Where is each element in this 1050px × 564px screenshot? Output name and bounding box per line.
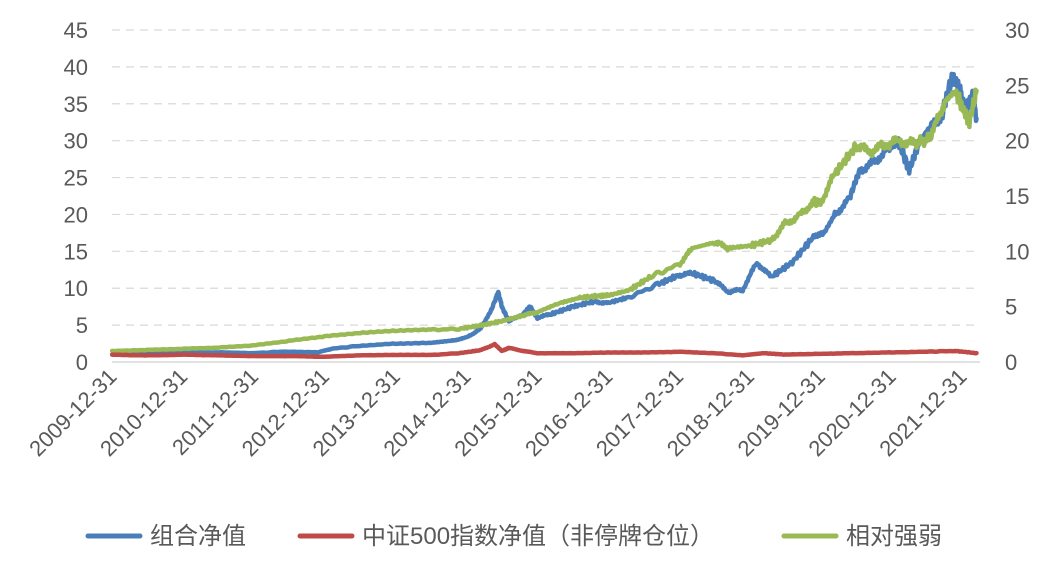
y-left-tick-label: 40: [64, 55, 88, 80]
series-line: [109, 87, 979, 354]
y-left-tick-label: 20: [64, 202, 88, 227]
y-right-tick-label: 15: [1005, 184, 1029, 209]
legend-label: 相对强弱: [846, 523, 942, 550]
axes: 0510152025303540450510152025302009-12-31…: [24, 18, 1029, 461]
legend-label: 中证500指数净值（非停牌仓位）: [362, 523, 714, 550]
legend-item: 相对强弱: [781, 523, 942, 550]
y-right-tick-label: 5: [1005, 295, 1017, 320]
series-line: [109, 71, 979, 357]
y-right-tick-label: 0: [1005, 350, 1017, 375]
legend: 组合净值 中证500指数净值（非停牌仓位） 相对强弱: [85, 523, 942, 550]
series-lines: [109, 71, 979, 360]
y-left-tick-label: 10: [64, 276, 88, 301]
y-left-tick-label: 35: [64, 92, 88, 117]
y-right-tick-label: 10: [1005, 239, 1029, 264]
y-left-tick-label: 0: [76, 350, 88, 375]
y-left-tick-label: 15: [64, 239, 88, 264]
legend-item: 组合净值: [85, 523, 246, 550]
y-left-tick-label: 45: [64, 18, 88, 43]
y-left-tick-label: 30: [64, 129, 88, 154]
y-right-tick-label: 20: [1005, 129, 1029, 154]
y-left-tick-label: 5: [76, 313, 88, 338]
legend-label: 组合净值: [150, 523, 246, 550]
legend-item: 中证500指数净值（非停牌仓位）: [297, 523, 714, 550]
y-left-tick-label: 25: [64, 166, 88, 191]
series-line: [109, 341, 979, 360]
gridlines: [112, 29, 980, 326]
y-right-tick-label: 25: [1005, 73, 1029, 98]
y-right-tick-label: 30: [1005, 18, 1029, 43]
